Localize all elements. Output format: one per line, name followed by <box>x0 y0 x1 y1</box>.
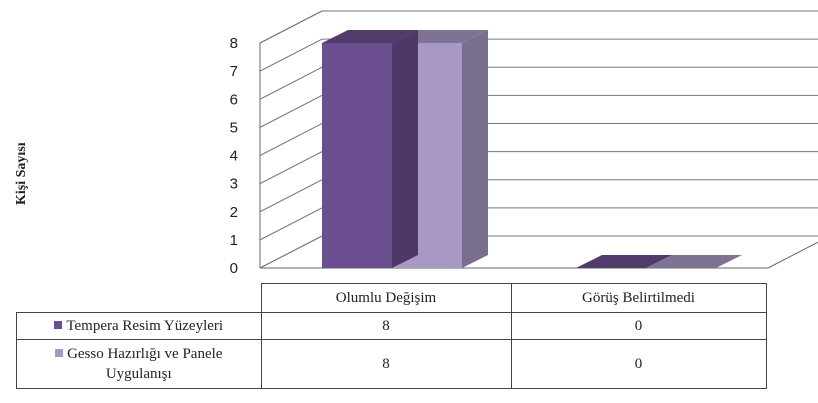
bar-top <box>322 30 418 43</box>
series-label: Tempera Resim Yüzeyleri <box>66 317 224 334</box>
y-tick-label: 8 <box>230 35 238 52</box>
y-tick-label: 6 <box>230 91 238 108</box>
bars <box>322 30 742 268</box>
y-tick-label: 0 <box>230 260 238 277</box>
y-axis-label: Kişi Sayısı <box>14 142 29 205</box>
bar-side <box>392 30 418 268</box>
table-row: Gesso Hazırlığı ve Panele Uygulanışı 8 0 <box>16 339 767 389</box>
y-tick-label: 4 <box>230 148 238 165</box>
table-cell: 8 <box>260 312 512 340</box>
gridlines <box>259 10 818 269</box>
legend-swatch <box>54 320 63 329</box>
y-tick-label: 5 <box>230 119 238 136</box>
legend-swatch <box>55 349 64 357</box>
table-header-row: Olumlu Değişim Görüş Belirtilmedi <box>16 283 767 313</box>
y-tick-label: 7 <box>230 63 238 80</box>
data-table: Olumlu Değişim Görüş Belirtilmedi Temper… <box>16 283 767 389</box>
category-label: Olumlu Değişim <box>260 283 512 313</box>
gridline <box>259 10 818 44</box>
y-tick-label: 1 <box>230 232 238 249</box>
y-tick-label: 2 <box>230 204 238 221</box>
series-label-cont: Uygulanışı <box>105 366 172 382</box>
bar <box>646 255 742 268</box>
legend-entry: Gesso Hazırlığı ve Panele Uygulanışı <box>16 339 262 389</box>
bar-top <box>576 255 672 268</box>
table-row: Tempera Resim Yüzeyleri 8 0 <box>16 312 767 340</box>
bar <box>322 30 418 268</box>
y-tick-labels: 0 1 2 3 4 5 6 7 8 <box>230 35 238 277</box>
legend-entry: Tempera Resim Yüzeyleri <box>16 312 262 340</box>
table-cell: 8 <box>260 339 512 389</box>
bar <box>576 255 672 268</box>
bar-front <box>322 43 392 268</box>
bar-top <box>646 255 742 268</box>
y-tick-label: 3 <box>230 176 238 193</box>
table-cell: 0 <box>510 339 767 389</box>
gridline <box>259 38 818 72</box>
category-label: Görüş Belirtilmedi <box>510 283 767 313</box>
bar-side <box>462 30 488 268</box>
table-cell: 0 <box>510 312 767 340</box>
series-label: Gesso Hazırlığı ve Panele <box>67 346 223 362</box>
